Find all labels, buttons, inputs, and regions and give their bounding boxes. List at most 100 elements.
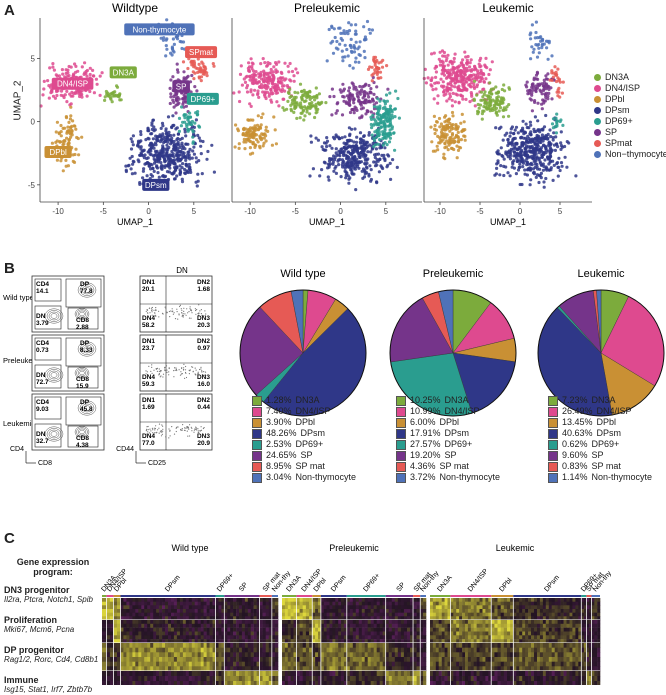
umap-point bbox=[149, 132, 152, 135]
umap-point bbox=[442, 138, 445, 141]
umap-point bbox=[487, 101, 490, 104]
heat-cell bbox=[230, 657, 233, 662]
umap-point bbox=[171, 114, 174, 117]
umap-point bbox=[95, 78, 98, 81]
event bbox=[186, 377, 187, 378]
umap-point bbox=[465, 67, 468, 70]
umap-point bbox=[382, 120, 385, 123]
heat-cell bbox=[171, 676, 174, 681]
umap-point bbox=[118, 92, 121, 95]
umap-point bbox=[366, 109, 369, 112]
gate-value: 15.9 bbox=[76, 383, 89, 390]
umap-point bbox=[364, 98, 367, 101]
heat-cell bbox=[126, 624, 129, 628]
gate-value: 72.7 bbox=[36, 379, 49, 386]
umap-point bbox=[261, 112, 264, 115]
heat-cell bbox=[132, 676, 135, 681]
umap-point bbox=[105, 90, 108, 93]
umap-point bbox=[271, 144, 274, 147]
heat-cell bbox=[192, 605, 195, 609]
event bbox=[160, 431, 161, 432]
umap-point bbox=[451, 99, 454, 102]
umap-point bbox=[179, 168, 182, 171]
heat-cell bbox=[174, 624, 177, 628]
event bbox=[182, 315, 183, 316]
heat-cell bbox=[242, 632, 245, 636]
umap-point bbox=[352, 101, 355, 104]
umap-point bbox=[543, 79, 546, 82]
umap-point bbox=[65, 90, 68, 93]
umap-point bbox=[357, 61, 360, 64]
umap-point bbox=[303, 89, 306, 92]
umap-point bbox=[499, 106, 502, 109]
umap-point bbox=[99, 75, 102, 78]
heat-cell bbox=[121, 632, 124, 636]
umap-point bbox=[489, 101, 492, 104]
umap-point bbox=[188, 112, 191, 115]
umap-point bbox=[548, 128, 551, 131]
umap-point bbox=[459, 77, 462, 80]
cluster-bar bbox=[272, 595, 278, 597]
heat-cell bbox=[236, 657, 239, 662]
heat-cell bbox=[174, 609, 177, 613]
heat-cell bbox=[102, 624, 107, 628]
umap-point bbox=[189, 171, 192, 174]
umap-point bbox=[370, 168, 373, 171]
heat-cell bbox=[132, 598, 135, 602]
heat-cell bbox=[121, 635, 124, 639]
umap-point bbox=[179, 138, 182, 141]
quadrant-value: 77.0 bbox=[142, 440, 155, 447]
umap-point bbox=[456, 127, 459, 130]
heat-cell bbox=[251, 613, 254, 617]
umap-point bbox=[170, 140, 173, 143]
umap-point bbox=[247, 61, 250, 64]
umap-point bbox=[443, 120, 446, 123]
umap-point bbox=[549, 154, 552, 157]
heat-cell bbox=[126, 632, 129, 636]
heat-cell bbox=[168, 643, 171, 648]
umap-point bbox=[500, 146, 503, 149]
umap-point bbox=[456, 65, 459, 68]
heat-cell bbox=[192, 657, 195, 662]
heat-cell bbox=[141, 681, 144, 685]
heat-cell bbox=[198, 632, 201, 636]
umap-point bbox=[546, 97, 549, 100]
heat-cell bbox=[195, 635, 198, 639]
event bbox=[166, 370, 167, 371]
heat-cell bbox=[174, 676, 177, 681]
heat-cell bbox=[147, 643, 150, 648]
umap-point bbox=[533, 148, 536, 151]
umap-point bbox=[484, 77, 487, 80]
heat-cell bbox=[102, 671, 107, 676]
pie-legend-item: 26.49%DN4/ISP bbox=[548, 406, 652, 417]
heat-cell bbox=[144, 613, 147, 617]
umap-point bbox=[567, 141, 570, 144]
umap-point bbox=[345, 142, 348, 145]
umap-point bbox=[262, 57, 265, 60]
event bbox=[195, 427, 196, 428]
heat-cell bbox=[177, 681, 180, 685]
heat-cell bbox=[201, 652, 204, 657]
umap-point bbox=[550, 54, 553, 57]
event bbox=[197, 428, 198, 429]
gate-value: 0.73 bbox=[36, 347, 49, 354]
umap-point bbox=[299, 83, 302, 86]
umap-point bbox=[535, 21, 538, 24]
event bbox=[189, 308, 190, 309]
heat-cell bbox=[266, 613, 269, 617]
cluster-name: SP bbox=[238, 581, 250, 593]
umap-point bbox=[192, 146, 195, 149]
event bbox=[174, 367, 175, 368]
umap-point bbox=[444, 135, 447, 138]
umap-point bbox=[343, 135, 346, 138]
heat-cell bbox=[227, 643, 230, 648]
umap-point bbox=[335, 135, 338, 138]
umap-point bbox=[175, 166, 178, 169]
heat-cell bbox=[165, 652, 168, 657]
umap-point bbox=[149, 153, 152, 156]
heat-cell bbox=[198, 662, 201, 667]
umap-point bbox=[193, 153, 196, 156]
event bbox=[196, 428, 197, 429]
umap-point bbox=[176, 37, 179, 40]
umap-point bbox=[46, 79, 49, 82]
